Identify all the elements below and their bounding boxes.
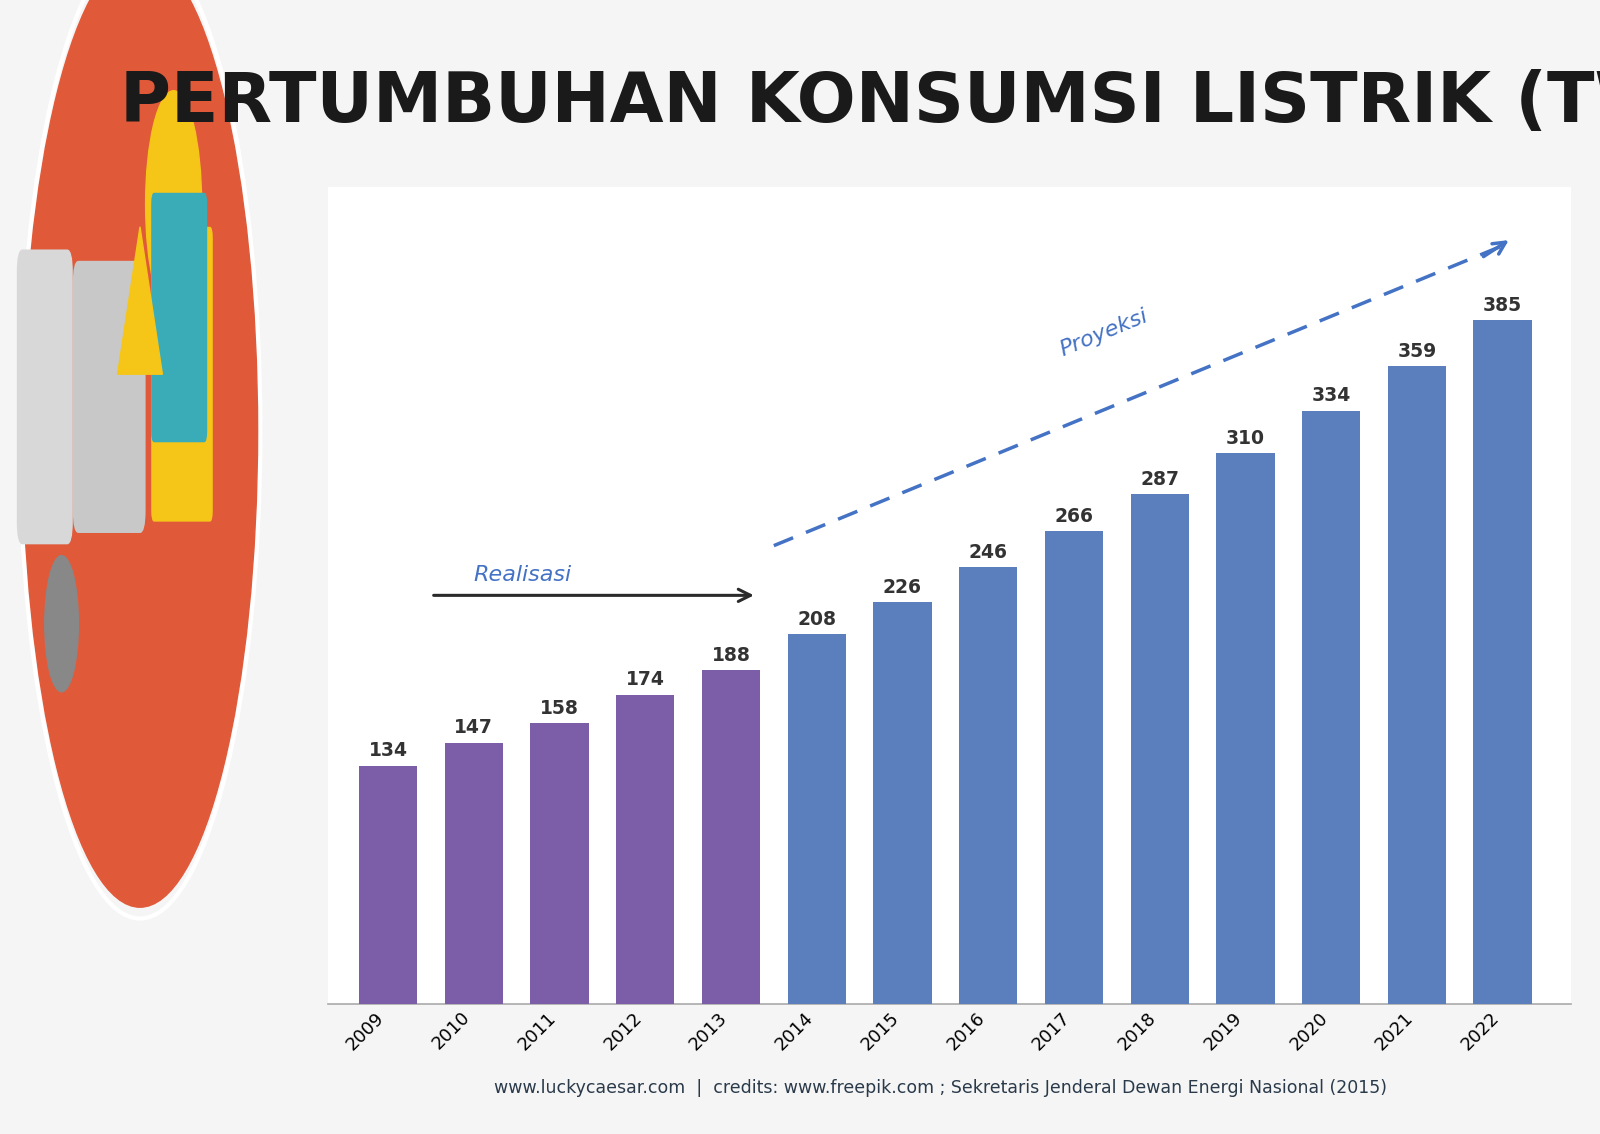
Bar [702, 670, 760, 1004]
FancyBboxPatch shape [152, 193, 208, 442]
Bar [358, 765, 418, 1004]
Text: 226: 226 [883, 578, 922, 598]
Circle shape [146, 91, 202, 318]
FancyBboxPatch shape [16, 249, 74, 544]
Bar [1474, 320, 1531, 1004]
Bar [1216, 454, 1275, 1004]
Text: 208: 208 [797, 610, 837, 629]
Text: 334: 334 [1312, 387, 1350, 406]
Text: 134: 134 [368, 742, 408, 761]
Text: 266: 266 [1054, 507, 1093, 526]
Polygon shape [118, 227, 163, 374]
Text: 188: 188 [712, 645, 750, 665]
Circle shape [45, 556, 78, 692]
FancyBboxPatch shape [152, 227, 213, 522]
Bar [530, 723, 589, 1004]
Bar [1387, 366, 1446, 1004]
Text: 287: 287 [1141, 469, 1179, 489]
Text: Realisasi: Realisasi [474, 565, 571, 585]
Bar [787, 634, 846, 1004]
Bar [958, 567, 1018, 1004]
Bar [1131, 494, 1189, 1004]
Text: PERTUMBUHAN KONSUMSI LISTRIK (TWH): PERTUMBUHAN KONSUMSI LISTRIK (TWH) [120, 68, 1600, 136]
Circle shape [22, 0, 258, 907]
Bar [616, 695, 674, 1004]
Text: www.luckycaesar.com  |  credits: www.freepik.com ; Sekretaris Jenderal Dewan Ene: www.luckycaesar.com | credits: www.freep… [493, 1078, 1387, 1097]
FancyBboxPatch shape [74, 261, 146, 533]
Text: 147: 147 [454, 718, 493, 737]
Text: Proyeksi: Proyeksi [1056, 305, 1150, 359]
Bar [1302, 411, 1360, 1004]
Text: 246: 246 [968, 543, 1008, 561]
Text: 174: 174 [626, 670, 664, 689]
Bar [874, 602, 931, 1004]
Text: 385: 385 [1483, 296, 1522, 315]
Bar [1045, 532, 1102, 1004]
Text: 158: 158 [541, 699, 579, 718]
Bar [445, 743, 502, 1004]
Text: 359: 359 [1397, 342, 1437, 361]
Text: 310: 310 [1226, 429, 1266, 448]
